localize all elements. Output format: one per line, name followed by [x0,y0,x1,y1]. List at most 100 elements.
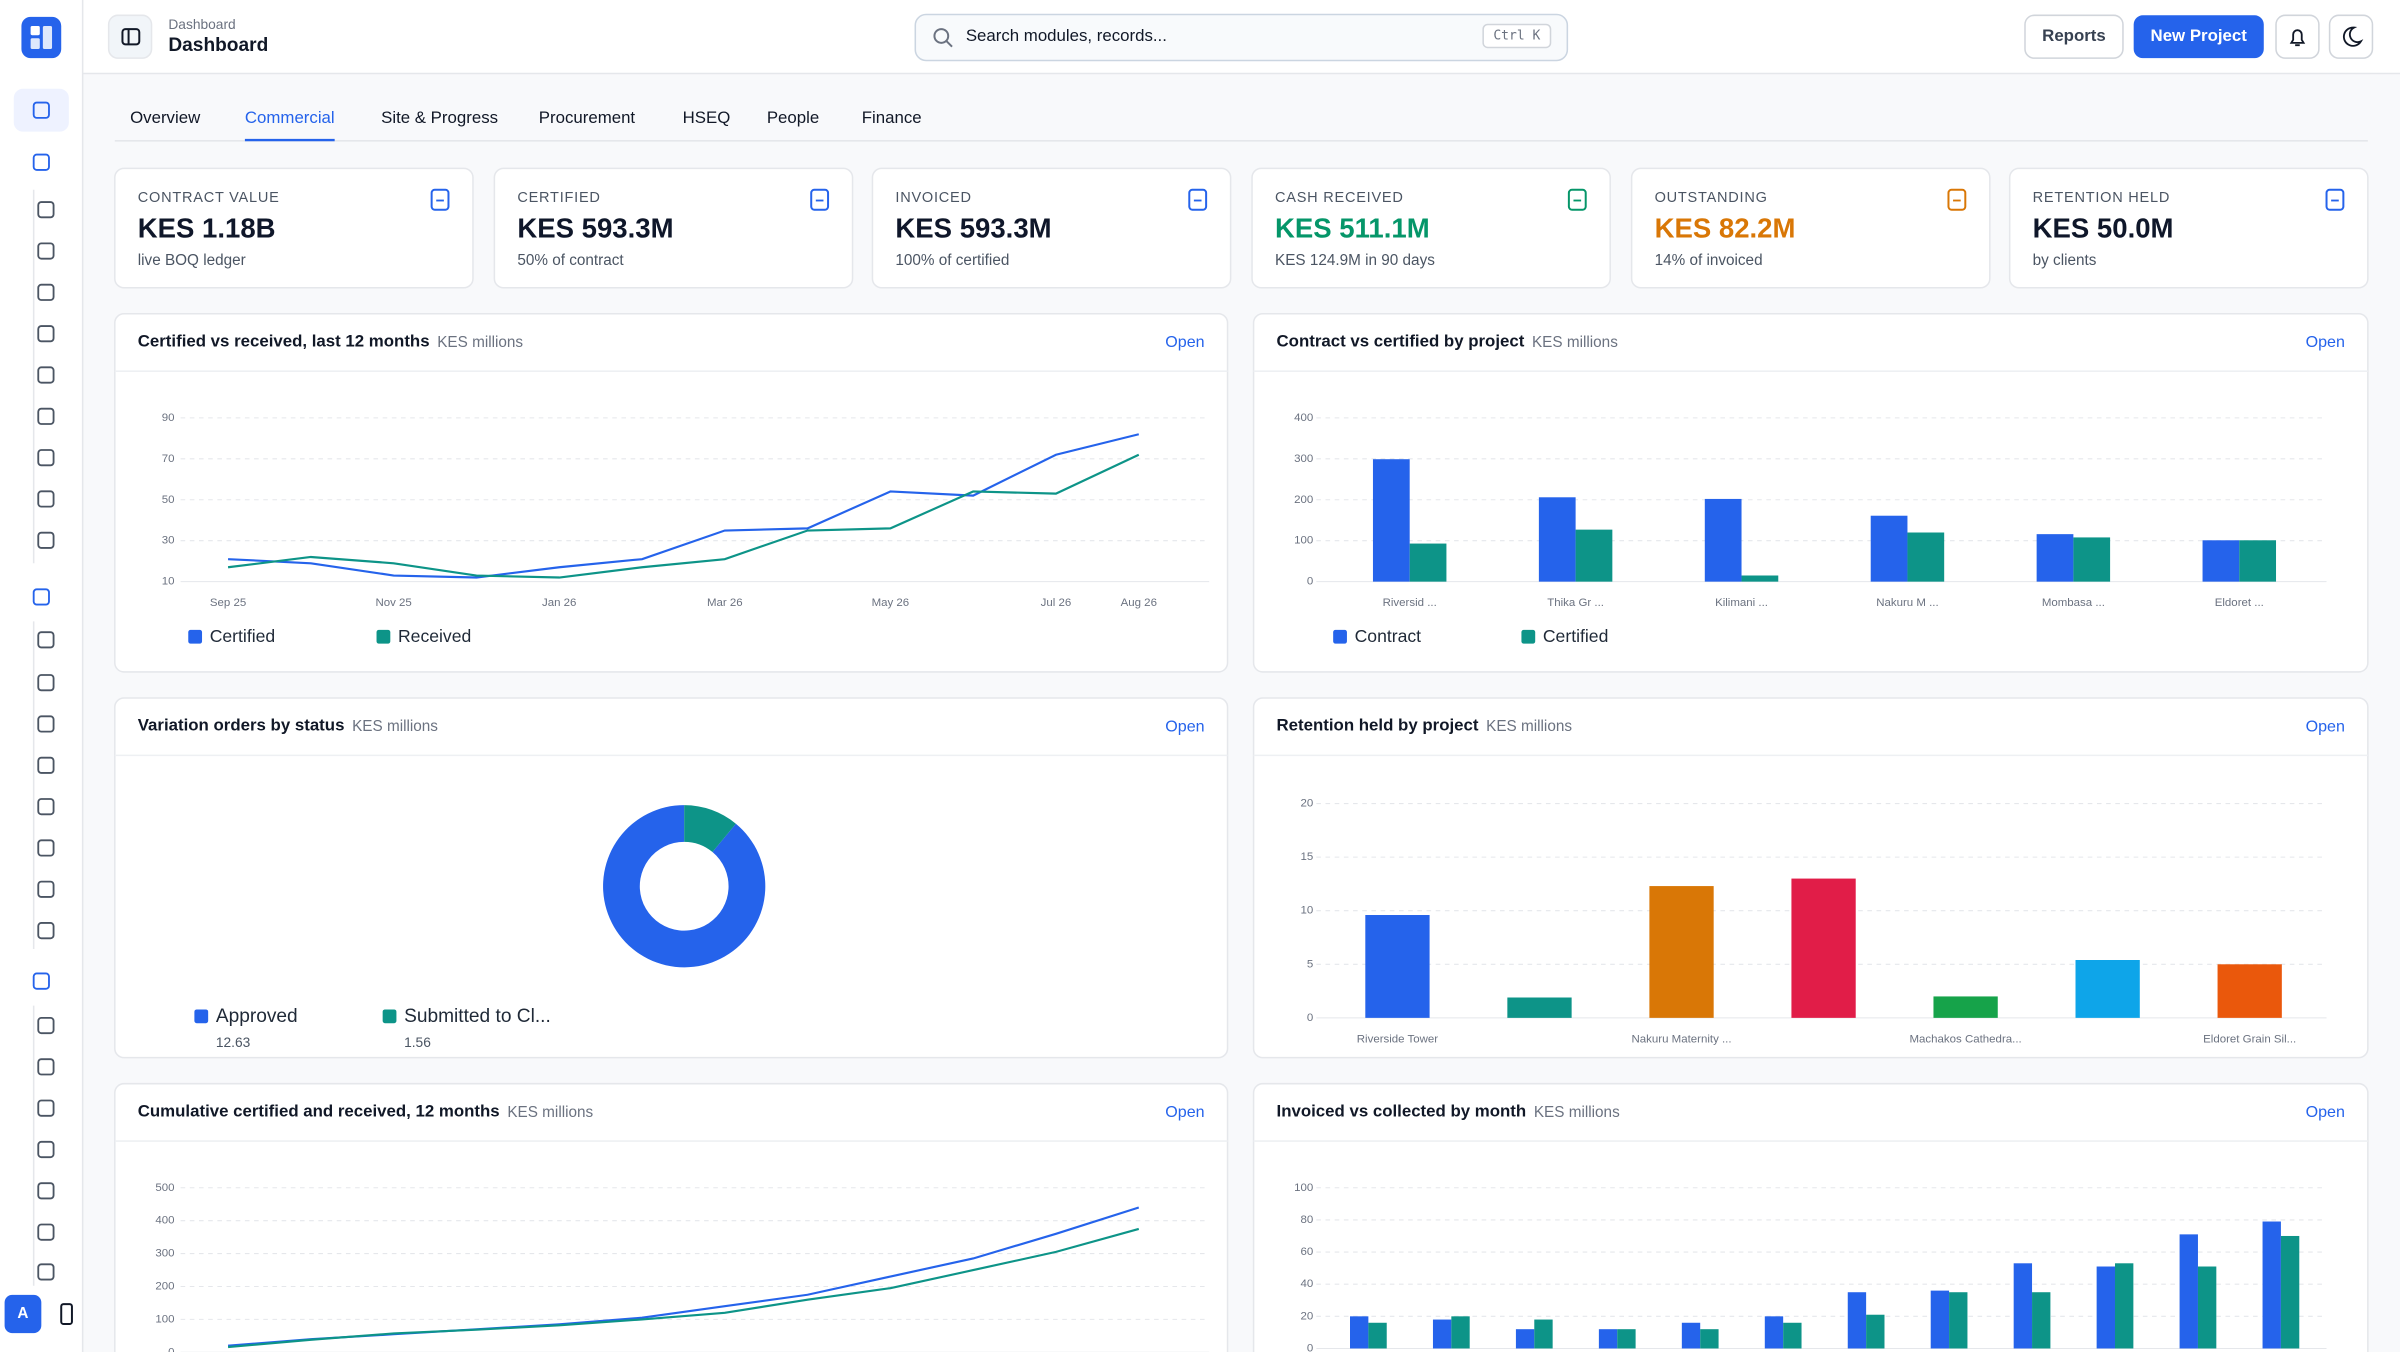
panel: Invoiced vs collected by month KES millio… [1252,1082,2369,1352]
nav-icon[interactable] [37,631,55,649]
y-tick-label: 100 [155,1313,174,1325]
x-tick-label: Eldoret ... [2215,597,2264,609]
nav-icon[interactable] [37,449,55,467]
kpi-icon [430,188,450,211]
search-icon [933,28,950,44]
nav-icon[interactable] [32,972,50,990]
bar [1575,529,1613,582]
y-tick-label: 50 [162,494,175,506]
nav-icon[interactable] [37,1182,55,1200]
kpi-note: by clients [2033,252,2097,269]
nav-icon[interactable] [37,674,55,692]
legend-label: Received [398,626,471,646]
panel-unit: KES millions [352,718,438,735]
bar [2115,1263,2134,1349]
bar [1847,1292,1867,1349]
nav-icon[interactable] [37,839,55,857]
legend-swatch [382,1009,397,1024]
kpi-label: RETENTION HELD [2033,190,2170,206]
panel-action[interactable]: Open [2306,1103,2345,1121]
nav-icon[interactable] [37,922,55,940]
nav-icon[interactable] [37,325,55,343]
nav-icon[interactable] [37,407,55,425]
device-icon[interactable] [60,1303,73,1325]
x-tick-label: Riversid ... [1383,597,1437,609]
nav-icon[interactable] [37,1058,55,1076]
kpi-label: OUTSTANDING [1655,190,1768,206]
nav-icon[interactable] [32,588,50,606]
panel-title: Variation orders by status [138,716,345,735]
kpi-value: KES 82.2M [1655,213,1796,244]
nav-icon[interactable] [37,201,55,219]
sidebar-toggle[interactable] [107,14,153,59]
nav-icon[interactable] [37,242,55,260]
panel-unit: KES millions [437,334,523,351]
bar [1791,878,1856,1018]
panel-card [1252,313,2369,673]
nav-icon[interactable] [37,531,55,549]
bar [2239,540,2277,582]
panel-action[interactable]: Open [2306,717,2345,735]
tab[interactable]: Overview [130,108,201,127]
y-tick-label: 200 [1294,494,1313,506]
bar [2197,1266,2217,1349]
nav-icon[interactable] [37,798,55,816]
bar [1949,1292,1968,1349]
bar [1538,497,1576,582]
x-tick-label: Riverside Tower [1357,1033,1439,1045]
panel-title: Certified vs received, last 12 months [138,332,430,351]
panel: Certified vs received, last 12 months KES… [114,313,1229,673]
nav-icon[interactable] [37,1099,55,1117]
panel: Contract vs certified by project KES mill… [1252,313,2369,673]
legend-swatch [188,629,203,644]
legend-swatch [194,1009,209,1024]
panel-action[interactable]: Open [2306,333,2345,351]
tab[interactable]: HSEQ [683,108,731,127]
kpi-label: CASH RECEIVED [1275,190,1404,206]
legend-label: Approved [216,1006,298,1027]
nav-icon[interactable] [32,101,50,119]
notifications-button[interactable] [2275,14,2320,59]
avatar[interactable] [4,1294,42,1334]
legend-value: 1.56 [404,1035,431,1050]
tab[interactable]: Commercial [245,108,335,127]
panel-action[interactable]: Open [1165,1103,1204,1121]
kpi-value: KES 593.3M [517,213,673,244]
kpi-value: KES 593.3M [895,213,1051,244]
nav-icon[interactable] [37,1263,55,1281]
bar [1507,997,1572,1018]
nav-icon[interactable] [37,490,55,508]
new-project-button[interactable] [2133,15,2264,59]
tab[interactable]: Finance [862,108,922,127]
kpi-label: CERTIFIED [517,190,600,206]
reports-button[interactable] [2024,14,2124,59]
logo[interactable] [21,16,62,59]
nav-icon[interactable] [37,756,55,774]
nav-icon[interactable] [32,153,50,171]
panel-action[interactable]: Open [1165,333,1204,351]
tab[interactable]: Procurement [539,108,636,127]
tab[interactable]: People [767,108,819,127]
nav-icon[interactable] [37,366,55,384]
bar [2036,534,2074,582]
kpi-value: KES 1.18B [138,213,276,244]
legend-value: 12.63 [216,1035,251,1050]
bar [2179,1234,2198,1349]
x-tick-label: Nakuru M ... [1876,597,1938,609]
nav-icon[interactable] [37,1223,55,1241]
nav-icon[interactable] [37,283,55,301]
nav-icon[interactable] [37,715,55,733]
y-tick-label: 0 [1307,1343,1313,1352]
panel-card [114,313,1229,673]
nav-icon[interactable] [37,1016,55,1035]
tab[interactable]: Site & Progress [381,108,498,127]
nav-icon[interactable] [37,880,55,898]
logo-mark [30,26,40,36]
search-box[interactable] [914,13,1569,62]
nav-icon[interactable] [37,1140,55,1159]
panel-action[interactable]: Open [1165,717,1204,735]
breadcrumb: Dashboard [168,17,235,32]
panel-card [114,697,1229,1059]
bar [1350,1316,1369,1349]
series-line [228,433,1140,579]
